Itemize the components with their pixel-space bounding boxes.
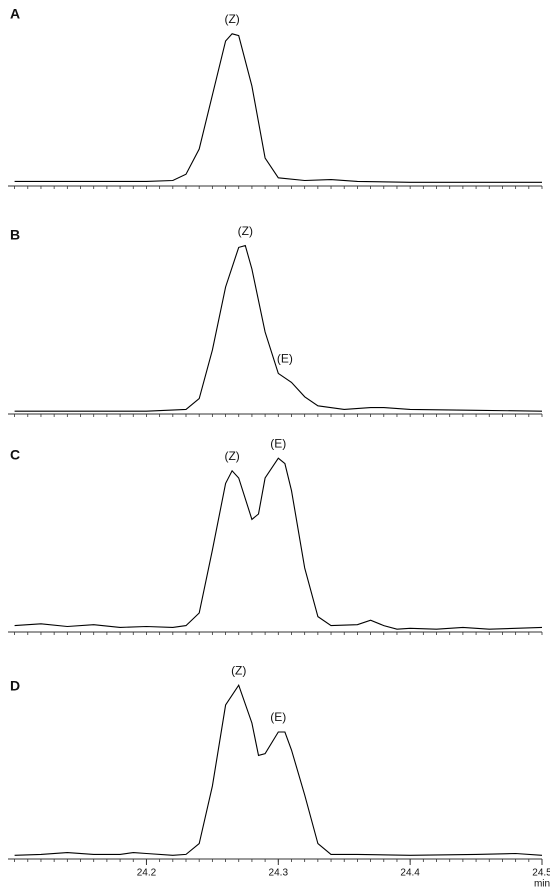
peak-annotation: (E) <box>277 352 293 366</box>
x-tick-label: 24.3 <box>269 868 289 879</box>
panel-label: D <box>10 678 20 694</box>
chromatogram-trace <box>14 683 543 856</box>
x-tick-label: 24.2 <box>137 868 157 879</box>
peak-annotation: (Z) <box>231 663 246 677</box>
chromatogram-trace <box>14 244 543 412</box>
peak-annotation: (E) <box>270 436 286 450</box>
peak-annotation: (Z) <box>224 449 239 463</box>
peak-annotation: (E) <box>270 710 286 724</box>
chromatogram-trace <box>14 457 543 630</box>
x-tick-label: 24.5 <box>532 868 550 879</box>
panel-label: A <box>10 6 20 22</box>
x-axis-label: min <box>534 879 550 890</box>
x-tick-label: 24.4 <box>400 868 420 879</box>
panel-label: B <box>10 227 20 243</box>
peak-annotation: (Z) <box>224 12 239 26</box>
panel-label: C <box>10 447 20 463</box>
chromatogram-trace <box>14 33 542 183</box>
peak-annotation: (Z) <box>238 224 253 238</box>
